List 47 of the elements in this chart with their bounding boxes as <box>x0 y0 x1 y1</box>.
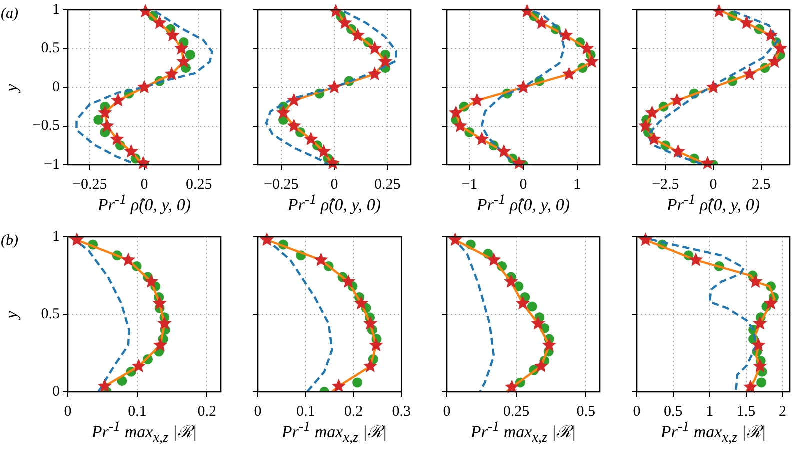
x-axis-title: Pr$^{-1}$ max$_{x,z}$ |ℛ| <box>282 419 388 448</box>
x-tick-label: 0 <box>140 176 148 193</box>
y-tick-label: 0.5 <box>41 40 60 57</box>
y-tick-label: 0 <box>52 79 60 96</box>
x-tick-label: −2.5 <box>652 176 680 193</box>
x-tick-label: 0.2 <box>198 404 216 420</box>
x-tick-label: −1 <box>462 176 478 193</box>
y-tick-label: −0.5 <box>32 118 60 134</box>
x-tick-label: 1 <box>574 176 582 193</box>
x-axis-title: Pr$^{-1}$ ρ̂(0, y, 0) <box>476 192 570 216</box>
y-tick-label: 0 <box>52 384 60 400</box>
x-axis-title: Pr$^{-1}$ ρ̂(0, y, 0) <box>666 192 760 216</box>
x-axis-title: Pr$^{-1}$ max$_{x,z}$ |ℛ| <box>92 419 198 448</box>
x-tick-label: 0.5 <box>664 404 683 420</box>
x-tick-label: 0 <box>443 404 451 420</box>
x-axis-title: Pr$^{-1}$ max$_{x,z}$ |ℛ| <box>660 419 766 448</box>
x-tick-label: 0 <box>330 176 338 193</box>
x-tick-label: 0.1 <box>128 404 147 420</box>
x-tick-label: 0.3 <box>392 404 411 420</box>
x-tick-label: 0 <box>520 176 528 193</box>
y-tick-label: 1 <box>52 2 60 18</box>
y-tick-label: −1 <box>44 156 60 173</box>
x-tick-label: 0 <box>254 404 262 420</box>
x-tick-label: 2.5 <box>752 176 771 193</box>
y-axis-title: y <box>2 310 22 318</box>
x-tick-label: 0.25 <box>186 176 212 193</box>
x-tick-label: 0 <box>710 176 718 193</box>
y-tick-label: 1 <box>52 228 60 245</box>
x-tick-label: 0.5 <box>576 404 596 420</box>
text: (a) <box>1 6 18 23</box>
x-tick-label: 0.25 <box>374 176 401 193</box>
x-tick-label: −0.25 <box>72 176 108 193</box>
x-axis-title: Pr$^{-1}$ ρ̂(0, y, 0) <box>288 192 382 216</box>
x-tick-label: 0 <box>64 404 72 420</box>
x-tick-label: 1 <box>706 404 714 420</box>
x-tick-label: 0.2 <box>344 404 364 420</box>
x-tick-label: 1.5 <box>736 404 756 420</box>
x-tick-label: 0 <box>633 404 641 420</box>
x-axis-title: Pr$^{-1}$ max$_{x,z}$ |ℛ| <box>470 419 576 448</box>
text: (b) <box>1 233 18 250</box>
x-tick-label: 0.25 <box>503 404 530 420</box>
y-axis-title: y <box>2 84 22 92</box>
y-tick-label: 0.5 <box>41 306 60 322</box>
x-tick-label: −0.25 <box>264 176 299 193</box>
x-axis-title: Pr$^{-1}$ ρ̂(0, y, 0) <box>98 192 192 216</box>
x-tick-label: 2 <box>778 404 786 420</box>
x-tick-label: 0.1 <box>296 404 316 420</box>
